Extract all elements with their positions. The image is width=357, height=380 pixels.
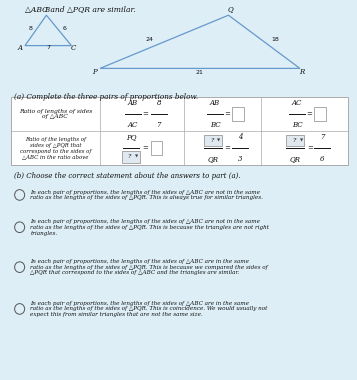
Text: 8: 8	[29, 26, 32, 31]
Text: 7: 7	[46, 45, 50, 50]
Text: PQ: PQ	[126, 133, 136, 141]
Text: ?: ?	[128, 154, 131, 160]
Text: AB: AB	[128, 99, 138, 107]
Text: C: C	[70, 43, 76, 52]
Text: ▼: ▼	[135, 155, 139, 159]
Text: In each pair of proportions, the lengths of the sides of △ABC are not in the sam: In each pair of proportions, the lengths…	[30, 190, 263, 200]
Text: =: =	[306, 110, 312, 118]
Text: AB: AB	[210, 99, 220, 107]
Text: △ABC and △PQR are similar.: △ABC and △PQR are similar.	[25, 6, 136, 14]
Text: ▼: ▼	[217, 139, 221, 142]
Text: =: =	[224, 110, 230, 118]
FancyBboxPatch shape	[151, 141, 162, 155]
FancyBboxPatch shape	[122, 151, 140, 163]
Text: =: =	[225, 144, 231, 152]
FancyBboxPatch shape	[204, 135, 222, 146]
Text: Ratio of lengths of sides
of △ABC: Ratio of lengths of sides of △ABC	[19, 109, 92, 119]
Text: A: A	[17, 43, 22, 52]
Text: =: =	[142, 110, 149, 118]
Text: P: P	[92, 68, 97, 76]
FancyBboxPatch shape	[315, 107, 326, 121]
Text: =: =	[307, 144, 313, 152]
Text: =: =	[142, 144, 148, 152]
Text: 8: 8	[156, 99, 161, 107]
Text: Q: Q	[227, 5, 233, 14]
Text: QR: QR	[290, 155, 301, 163]
Text: 21: 21	[196, 70, 204, 76]
Text: 6: 6	[62, 26, 66, 31]
FancyBboxPatch shape	[286, 135, 304, 146]
Text: 4: 4	[238, 133, 242, 141]
Text: ▼: ▼	[300, 139, 303, 142]
Text: 24: 24	[146, 37, 154, 43]
Text: BC: BC	[292, 121, 302, 129]
Text: ?: ?	[292, 138, 295, 143]
Text: 6: 6	[320, 155, 325, 163]
Text: ?: ?	[210, 138, 213, 143]
Text: 3: 3	[238, 155, 242, 163]
FancyBboxPatch shape	[232, 107, 244, 121]
Text: 7: 7	[320, 133, 325, 141]
Text: QR: QR	[208, 155, 219, 163]
Text: 18: 18	[271, 37, 279, 43]
Text: AC: AC	[292, 99, 302, 107]
Text: BC: BC	[210, 121, 220, 129]
Text: 7: 7	[156, 121, 161, 129]
Text: In each pair of proportions, the lengths of the sides of △ABC are in the same
ra: In each pair of proportions, the lengths…	[30, 259, 268, 276]
Text: B: B	[44, 5, 49, 14]
Text: Ratio of the lengths of
sides of △PQR that
correspond to the sides of
△ABC in th: Ratio of the lengths of sides of △PQR th…	[20, 137, 91, 159]
Text: In each pair of proportions, the lengths of the sides of △ABC are not in the sam: In each pair of proportions, the lengths…	[30, 219, 269, 236]
FancyBboxPatch shape	[11, 97, 348, 165]
Text: (b) Choose the correct statement about the answers to part (a).: (b) Choose the correct statement about t…	[14, 172, 241, 180]
Text: In each pair of proportions, the lengths of the sides of △ABC are in the same
ra: In each pair of proportions, the lengths…	[30, 301, 268, 317]
Text: (a) Complete the three pairs of proportions below.: (a) Complete the three pairs of proporti…	[14, 93, 198, 101]
Text: R: R	[299, 68, 304, 76]
Text: AC: AC	[128, 121, 138, 129]
